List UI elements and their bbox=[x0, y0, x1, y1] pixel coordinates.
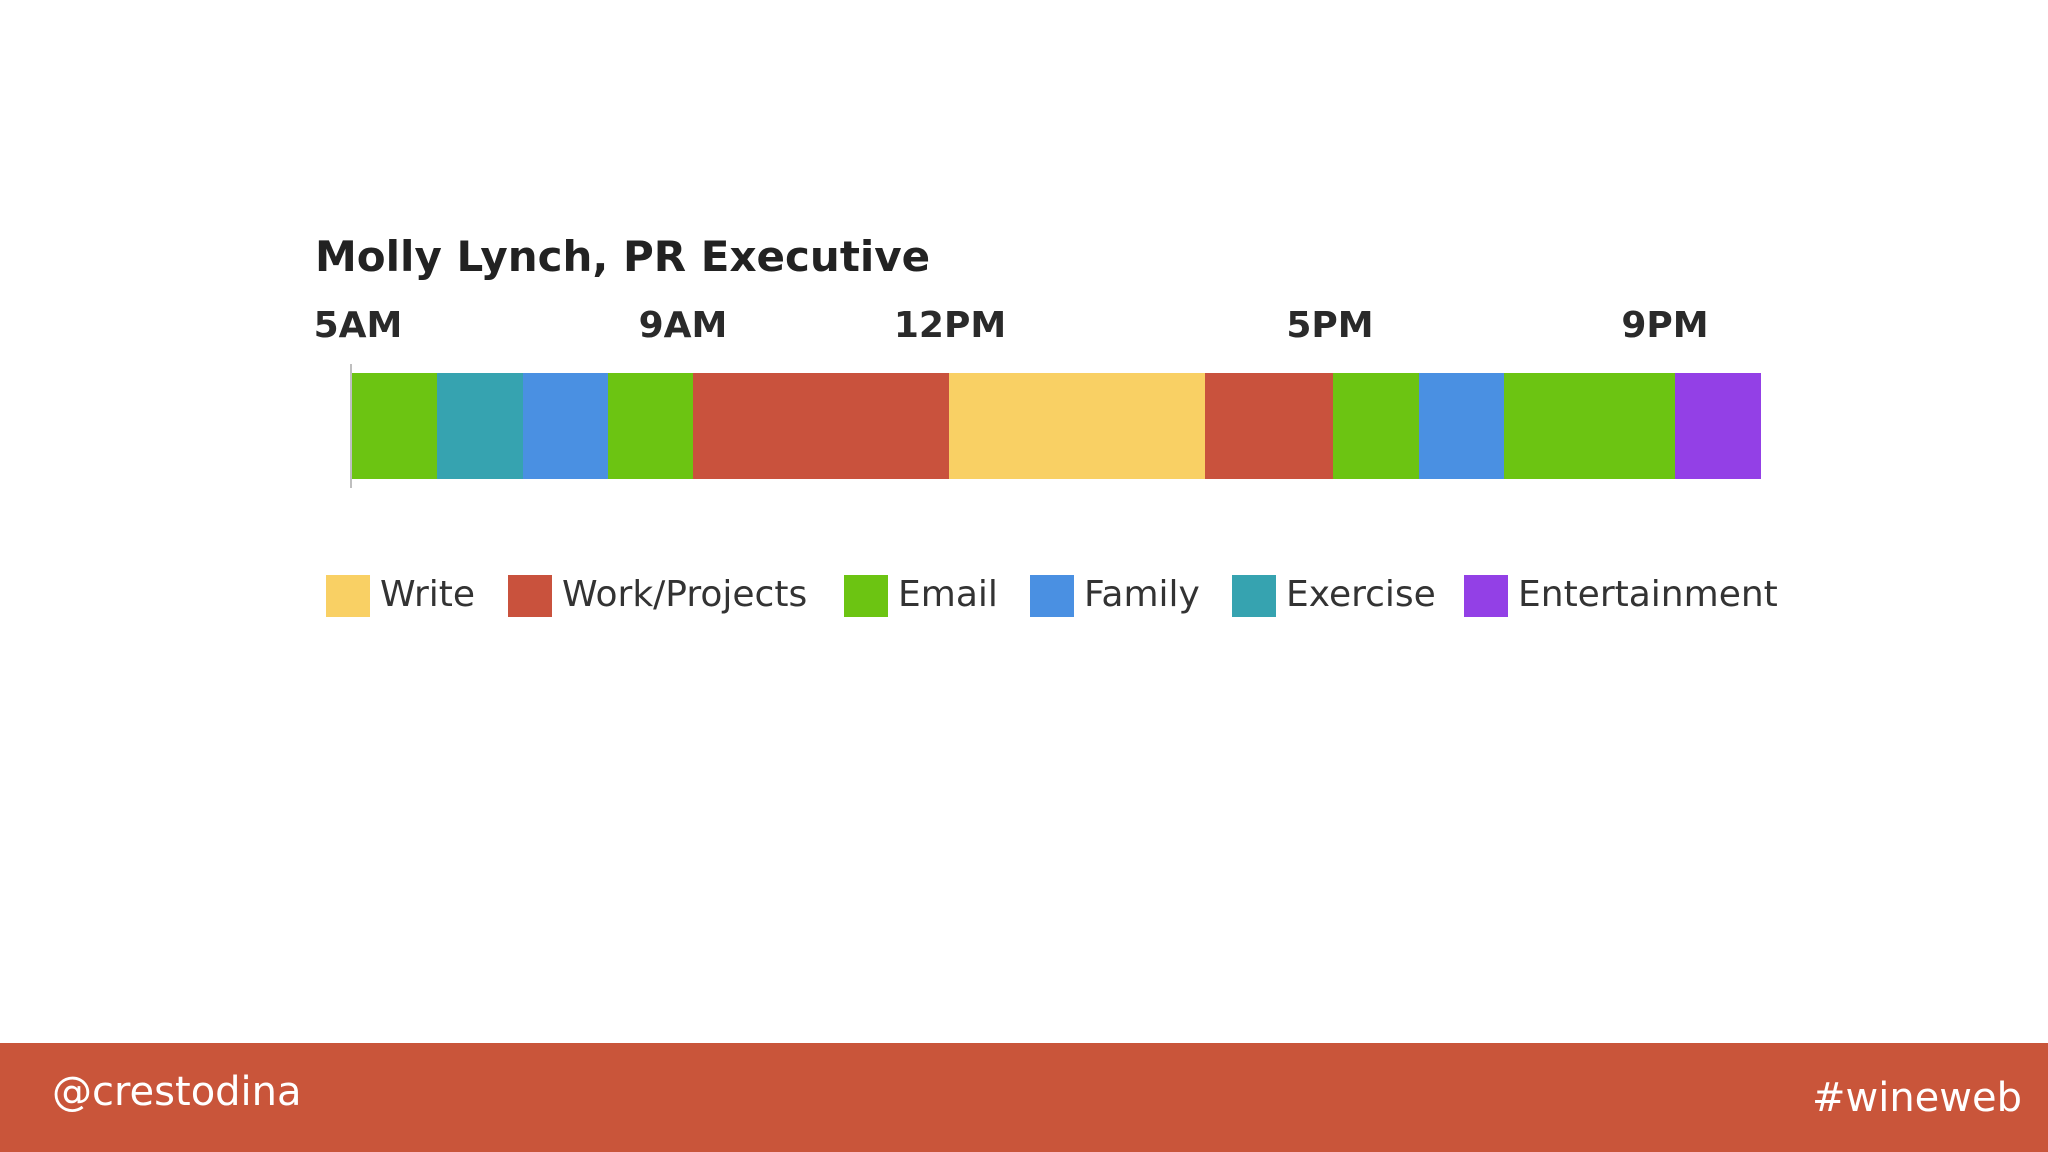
bar-segment-work-projects bbox=[1205, 373, 1334, 479]
timeline-bar bbox=[352, 373, 1761, 479]
bar-segment-email bbox=[1333, 373, 1420, 479]
legend-label: Family bbox=[1084, 574, 1200, 615]
legend-swatch bbox=[844, 575, 888, 617]
chart-title: Molly Lynch, PR Executive bbox=[315, 232, 931, 281]
legend-swatch bbox=[1232, 575, 1276, 617]
bar-segment-email bbox=[1504, 373, 1676, 479]
legend-label: Write bbox=[380, 574, 476, 615]
bar-segment-family bbox=[522, 373, 609, 479]
legend-swatch bbox=[326, 575, 370, 617]
time-tick-label: 5AM bbox=[313, 305, 403, 346]
hashtag: #wineweb bbox=[1811, 1075, 2022, 1121]
bar-segment-email bbox=[608, 373, 694, 479]
footer-bar: @crestodina #wineweb bbox=[0, 1043, 2048, 1152]
bar-segment-work-projects bbox=[693, 373, 950, 479]
bar-segment-exercise bbox=[437, 373, 524, 479]
time-tick-label: 5PM bbox=[1286, 305, 1374, 346]
time-tick-label: 9PM bbox=[1621, 305, 1709, 346]
legend-label: Work/Projects bbox=[562, 574, 808, 615]
legend-label: Exercise bbox=[1286, 574, 1436, 615]
legend-label: Entertainment bbox=[1518, 574, 1778, 615]
twitter-handle: @crestodina bbox=[52, 1069, 302, 1115]
bar-segment-family bbox=[1418, 373, 1505, 479]
legend-swatch bbox=[508, 575, 552, 617]
bar-segment-email bbox=[352, 373, 438, 479]
time-tick-label: 9AM bbox=[638, 305, 728, 346]
bar-segment-entertainment bbox=[1674, 373, 1761, 479]
timeline-start-line bbox=[350, 364, 352, 488]
time-tick-label: 12PM bbox=[893, 305, 1007, 346]
bar-segment-write bbox=[949, 373, 1206, 479]
legend-label: Email bbox=[898, 574, 998, 615]
legend-swatch bbox=[1030, 575, 1074, 617]
legend-swatch bbox=[1464, 575, 1508, 617]
